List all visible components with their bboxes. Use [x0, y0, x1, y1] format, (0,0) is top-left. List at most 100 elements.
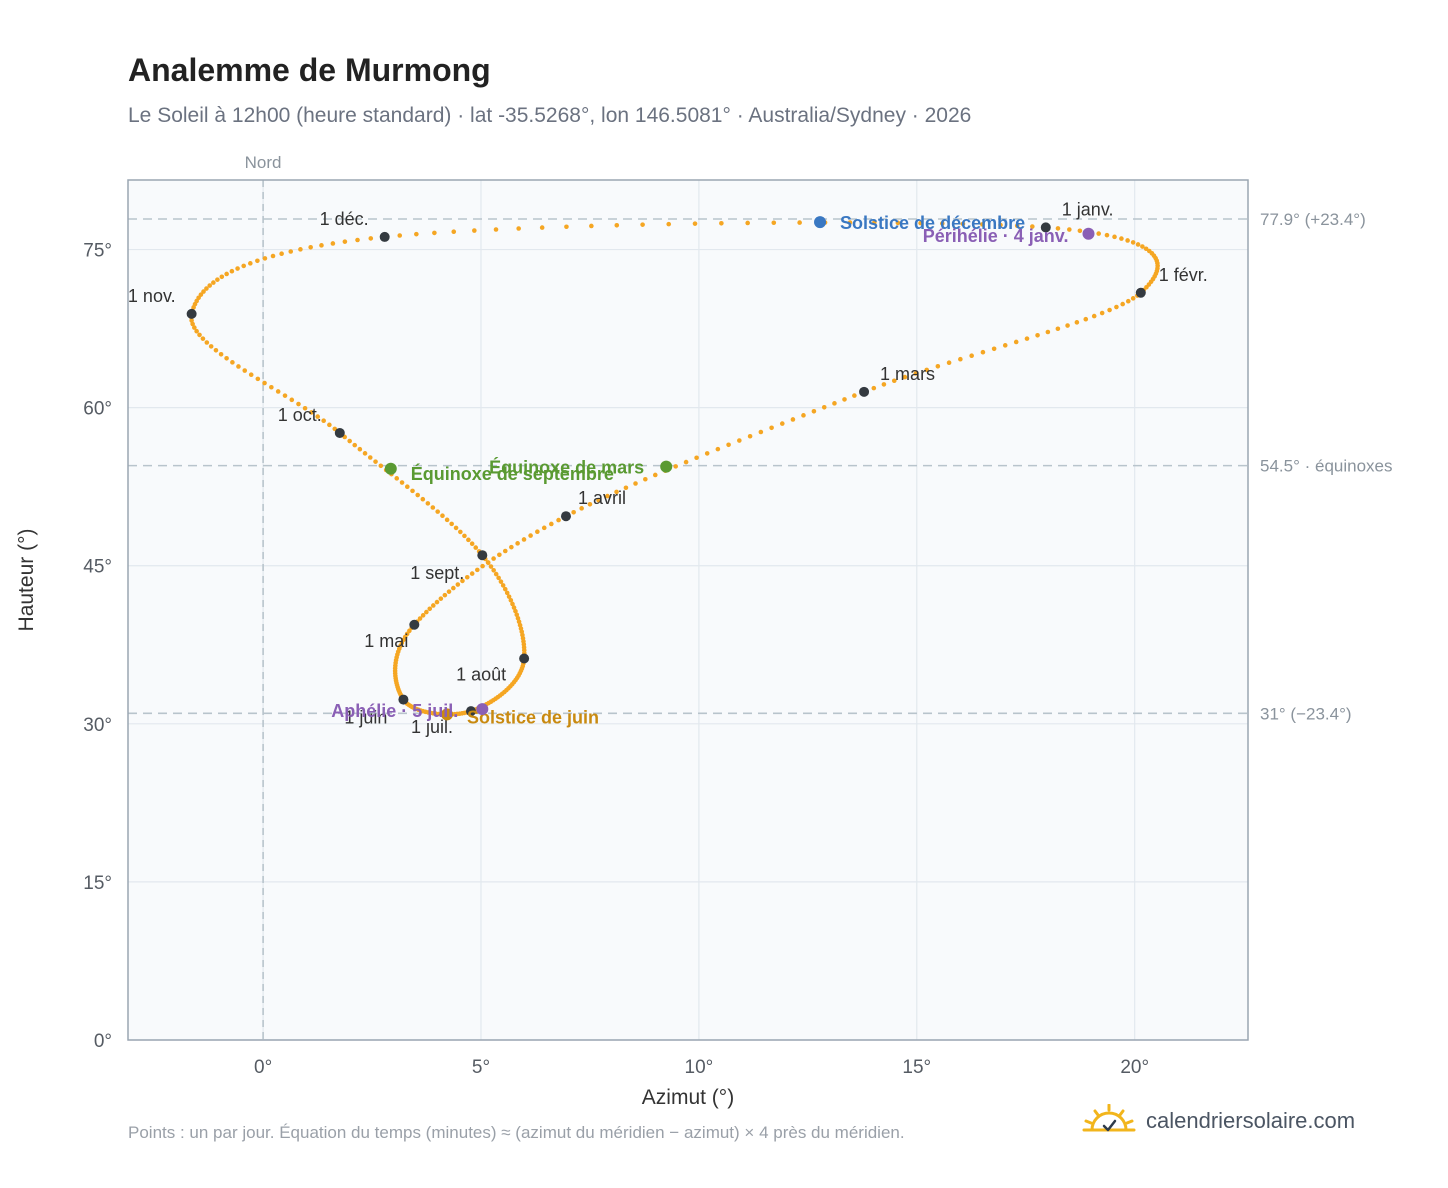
daily-sun-point — [502, 586, 508, 592]
daily-sun-point — [460, 578, 465, 584]
event-label: Équinoxe de septembre — [411, 463, 614, 484]
daily-sun-point — [455, 582, 461, 587]
daily-sun-point — [194, 328, 199, 334]
daily-sun-point — [535, 529, 540, 535]
daily-sun-point — [491, 568, 496, 573]
chart-subtitle: Le Soleil à 12h00 (heure standard) · lat… — [128, 104, 972, 127]
daily-sun-point — [451, 229, 457, 234]
daily-sun-point — [614, 222, 620, 228]
daily-sun-point — [871, 385, 877, 391]
daily-sun-point — [462, 533, 467, 539]
daily-sun-point — [434, 599, 440, 605]
daily-sun-point — [399, 480, 405, 485]
sun-logo-icon — [1082, 1104, 1136, 1132]
north-label: Nord — [245, 153, 282, 172]
daily-sun-point — [498, 579, 504, 584]
daily-sun-point — [643, 476, 648, 482]
daily-sun-point — [378, 463, 384, 469]
daily-sun-point — [998, 222, 1003, 228]
daily-sun-point — [1107, 307, 1112, 313]
daily-sun-point — [511, 605, 517, 610]
daily-sun-point — [342, 239, 348, 244]
daily-sun-point — [515, 541, 520, 546]
daily-sun-point — [309, 410, 314, 415]
daily-sun-point — [241, 263, 247, 269]
daily-sun-point — [666, 221, 672, 227]
y-tick-label: 15° — [83, 873, 112, 894]
daily-sun-point — [918, 220, 923, 226]
footnote: Points : un par jour. Équation du temps … — [128, 1123, 905, 1142]
daily-sun-point — [673, 464, 678, 469]
brand-name[interactable]: calendriersolaire.com — [1146, 1108, 1356, 1133]
daily-sun-point — [771, 220, 777, 226]
daily-sun-point — [779, 421, 785, 426]
daily-sun-point — [801, 413, 806, 418]
daily-sun-point — [420, 613, 426, 618]
month-marker — [477, 550, 488, 561]
daily-sun-point — [895, 220, 901, 226]
daily-sun-point — [1065, 323, 1070, 328]
daily-sun-point — [497, 552, 502, 558]
reference-lines: Nord 77.9° (+23.4°) 54.5° · équinoxes 31° (… — [128, 153, 1393, 1040]
daily-sun-point — [198, 292, 204, 297]
daily-sun-point — [541, 525, 547, 531]
daily-sun-point — [758, 429, 764, 435]
daily-sun-point — [229, 268, 235, 274]
daily-sun-point — [473, 545, 479, 550]
daily-sun-point — [1104, 232, 1110, 238]
axes: 0° 5° 10° 15° 20° 0° 15° 30° 45° 60° 75° Azimut (°)… — [15, 241, 1149, 1109]
brand[interactable]: calendriersolaire.com — [1082, 1104, 1355, 1138]
y-tick-label: 60° — [83, 399, 112, 420]
daily-sun-point — [579, 506, 584, 511]
daily-sun-point — [435, 509, 440, 514]
x-axis-label: Azimut (°) — [642, 1086, 734, 1109]
daily-sun-point — [432, 230, 437, 236]
daily-sun-point — [502, 548, 508, 554]
daily-sun-point — [513, 608, 518, 614]
month-marker — [1040, 222, 1051, 233]
event-label: Périhélie · 4 janv. — [923, 226, 1069, 246]
daily-sun-point — [1119, 236, 1124, 241]
daily-sun-point — [207, 283, 213, 288]
month-label: 1 oct. — [278, 405, 322, 425]
daily-sun-point — [442, 592, 448, 598]
daily-sun-point — [224, 355, 229, 361]
daily-sun-point — [980, 349, 986, 355]
reference-label: 54.5° · équinoxes — [1260, 457, 1393, 476]
event-marker — [1082, 227, 1095, 240]
daily-sun-point — [694, 455, 699, 461]
month-label: 1 déc. — [320, 209, 369, 229]
event-marker — [441, 708, 454, 721]
daily-sun-point — [958, 356, 963, 362]
daily-sun-point — [355, 237, 360, 243]
daily-sun-point — [201, 289, 206, 294]
daily-sun-point — [1055, 226, 1061, 231]
daily-sun-point — [811, 408, 817, 414]
daily-sun-point — [1083, 316, 1089, 322]
daily-sun-point — [230, 360, 235, 365]
daily-sun-point — [692, 221, 698, 226]
daily-sun-point — [330, 241, 336, 246]
x-tick-label: 20° — [1120, 1057, 1149, 1078]
daily-sun-point — [1135, 242, 1141, 247]
event-label: Aphélie · 5 juil. — [331, 701, 458, 721]
daily-sun-point — [506, 594, 512, 599]
daily-sun-point — [213, 348, 219, 353]
daily-sun-point — [327, 422, 332, 428]
daily-sun-point — [440, 513, 445, 519]
daily-sun-point — [425, 501, 431, 506]
daily-sun-point — [469, 541, 475, 547]
daily-sun-point — [218, 351, 224, 357]
daily-sun-point — [1024, 336, 1030, 341]
daily-sun-point — [1074, 320, 1080, 325]
daily-sun-point — [571, 509, 576, 515]
daily-sun-point — [496, 575, 501, 581]
daily-sun-point — [224, 271, 229, 277]
y-tick-label: 75° — [83, 241, 112, 262]
daily-sun-point — [279, 251, 284, 257]
month-label: 1 janv. — [1062, 199, 1114, 219]
daily-sun-point — [430, 603, 436, 608]
daily-sun-point — [472, 228, 477, 233]
daily-sun-point — [913, 371, 919, 376]
daily-sun-point — [235, 266, 240, 271]
